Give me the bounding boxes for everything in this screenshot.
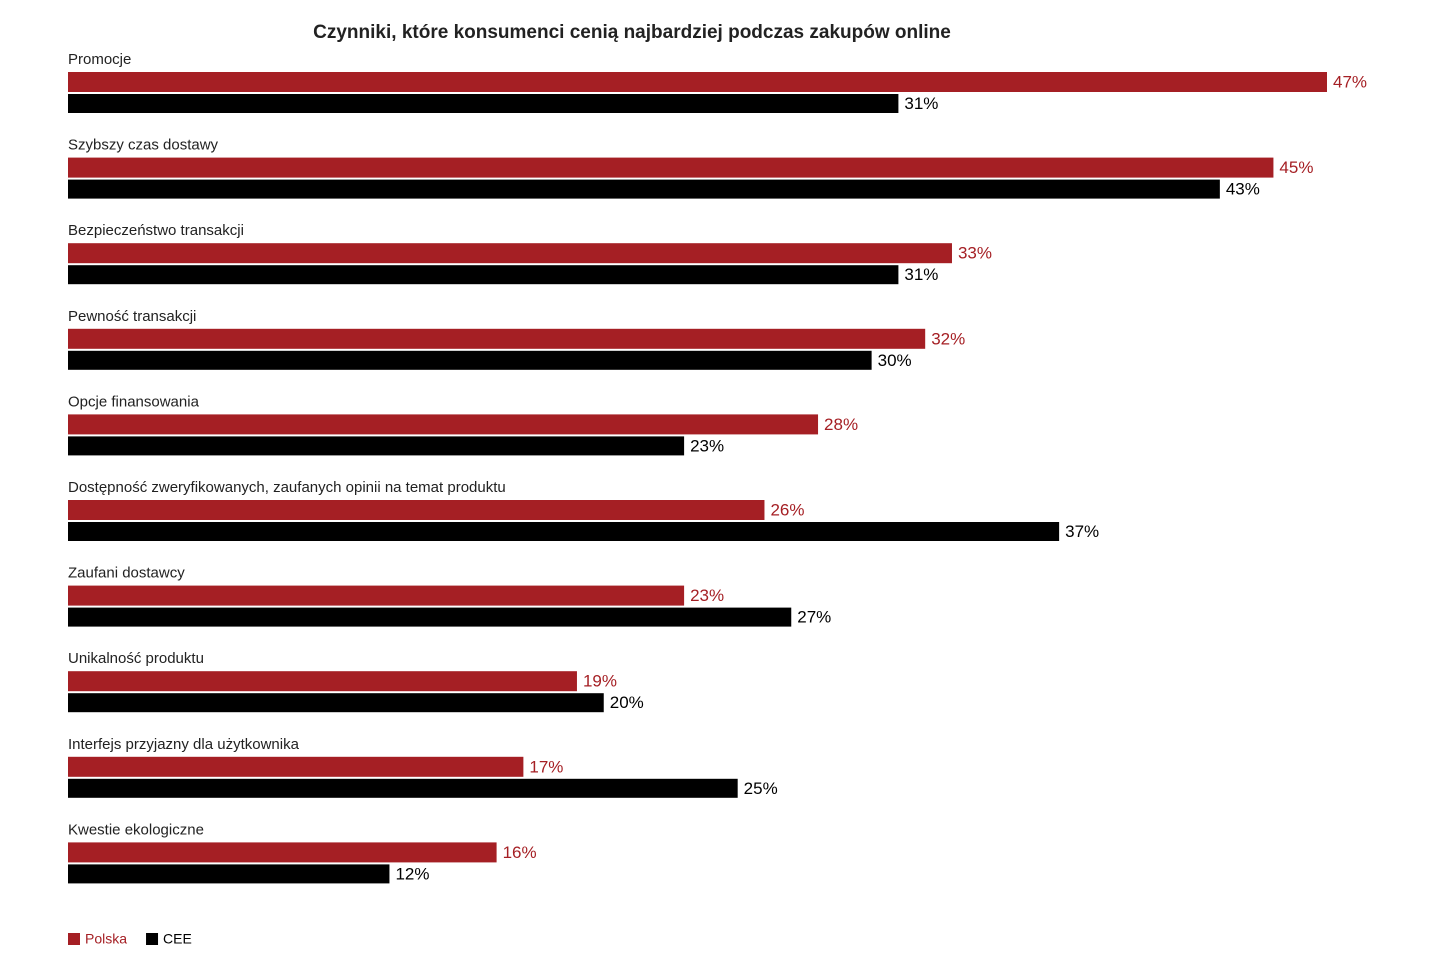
- bar: [68, 671, 577, 692]
- category-label: Unikalność produktu: [68, 650, 204, 667]
- value-label: 31%: [904, 94, 938, 113]
- value-label: 27%: [797, 608, 831, 627]
- value-label: 23%: [690, 436, 724, 455]
- value-label: 30%: [878, 351, 912, 370]
- value-label: 45%: [1279, 158, 1313, 177]
- value-label: 16%: [503, 843, 537, 862]
- value-label: 19%: [583, 672, 617, 691]
- bar: [68, 778, 738, 798]
- value-label: 23%: [690, 586, 724, 605]
- category-label: Pewność transakcji: [68, 308, 196, 325]
- bar: [68, 864, 390, 884]
- category-label: Dostępność zweryfikowanych, zaufanych op…: [68, 479, 506, 496]
- bar: [68, 500, 765, 520]
- bar: [68, 72, 1327, 92]
- bar: [68, 243, 952, 264]
- legend-swatch: [146, 933, 159, 945]
- value-label: 32%: [931, 329, 965, 348]
- category-label: Bezpieczeństwo transakcji: [68, 222, 244, 239]
- category-label: Promocje: [68, 51, 131, 68]
- value-label: 28%: [824, 415, 858, 434]
- chart-title: Czynniki, które konsumenci cenią najbard…: [313, 22, 951, 43]
- bar: [68, 157, 1274, 178]
- value-label: 47%: [1333, 72, 1367, 91]
- bar: [68, 414, 819, 435]
- bar: [68, 436, 685, 456]
- bar: [68, 585, 685, 606]
- value-label: 17%: [529, 757, 563, 776]
- legend-label: CEE: [163, 931, 192, 947]
- value-label: 31%: [904, 265, 938, 284]
- bar: [68, 522, 1060, 541]
- bar: [68, 265, 899, 285]
- bar: [68, 693, 604, 713]
- bar: [68, 179, 1220, 199]
- bar: [68, 350, 872, 370]
- legend-swatch: [68, 933, 80, 945]
- bar: [68, 94, 899, 113]
- category-label: Szybszy czas dostawy: [68, 137, 219, 154]
- value-label: 43%: [1226, 180, 1260, 199]
- value-label: 25%: [744, 779, 778, 798]
- category-label: Opcje finansowania: [68, 393, 200, 410]
- bar: [68, 607, 792, 627]
- bar: [68, 328, 926, 349]
- category-label: Interfejs przyjazny dla użytkownika: [68, 736, 300, 753]
- value-label: 37%: [1065, 522, 1099, 541]
- bar: [68, 756, 524, 777]
- value-label: 20%: [610, 693, 644, 712]
- bar: [68, 842, 497, 863]
- value-label: 33%: [958, 244, 992, 263]
- category-label: Kwestie ekologiczne: [68, 821, 204, 838]
- value-label: 26%: [770, 500, 804, 519]
- category-label: Zaufani dostawcy: [68, 565, 185, 582]
- value-label: 12%: [395, 864, 429, 883]
- legend-label: Polska: [85, 931, 127, 947]
